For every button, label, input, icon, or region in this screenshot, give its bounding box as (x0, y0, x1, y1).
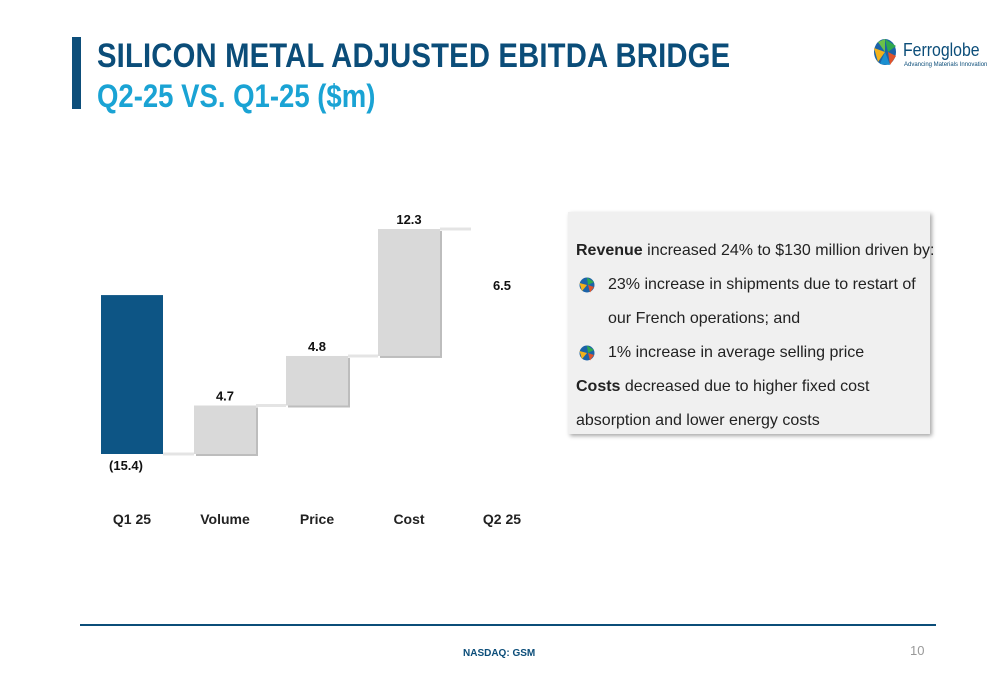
category-label: Q1 25 (113, 511, 151, 527)
bar-price (286, 355, 348, 406)
value-label: 6.5 (493, 278, 511, 293)
bar-cost (378, 229, 440, 356)
bullet-text-shipments: 23% increase in shipments due to restart… (608, 268, 916, 336)
globe-bullet-icon (579, 345, 595, 361)
footer-divider (80, 624, 936, 626)
revenue-label: Revenue (576, 242, 643, 259)
revenue-line: Revenue increased 24% to $130 million dr… (576, 234, 934, 268)
commentary-box: Revenue increased 24% to $130 million dr… (568, 212, 934, 434)
bullet1-line2: our French operations; and (608, 310, 801, 327)
category-label: Q2 25 (483, 511, 521, 527)
logo-tagline: Advancing Materials Innovation (904, 62, 988, 68)
bullet-item-shipments: 23% increase in shipments due to restart… (576, 268, 930, 336)
category-label: Volume (200, 511, 250, 527)
bar-volume (194, 405, 256, 454)
revenue-text: increased 24% to $130 million driven by: (642, 242, 935, 259)
ebitda-bridge-chart: (15.4) Q1 25 4.7 Volume 4.8 Price 12.3 Cost 6.5 Q… (101, 212, 521, 527)
title-accent-bar (72, 37, 81, 109)
bullet1-line1: 23% increase in shipments due to restart… (608, 276, 916, 293)
bullet-text-price: 1% increase in average selling price (608, 344, 865, 361)
value-label: 12.3 (396, 212, 421, 227)
bullet-item-price: 1% increase in average selling price (576, 336, 930, 370)
costs-text: decreased due to higher fixed cost (620, 378, 870, 395)
costs-line: Costs decreased due to higher fixed cost (576, 370, 930, 404)
value-label: (15.4) (109, 458, 143, 473)
value-label: 4.7 (216, 388, 234, 403)
page-number: 10 (910, 643, 925, 658)
value-label: 4.8 (308, 339, 326, 354)
globe-logo-icon (874, 39, 896, 65)
costs-label: Costs (576, 378, 621, 395)
bar-q1-25 (101, 295, 163, 454)
footer-ticker: NASDAQ: GSM (463, 648, 536, 659)
page-title: SILICON METAL ADJUSTED EBITDA BRIDGE (97, 37, 731, 75)
category-label: Price (300, 511, 334, 527)
page-subtitle: Q2-25 VS. Q1-25 ($m) (97, 78, 376, 114)
category-label: Cost (393, 511, 424, 527)
ferroglobe-logo: Ferroglobe Advancing Materials Innovatio… (872, 38, 987, 72)
costs-line-2: absorption and lower energy costs (576, 412, 820, 429)
globe-bullet-icon (579, 277, 595, 293)
logo-name: Ferroglobe (903, 40, 980, 60)
